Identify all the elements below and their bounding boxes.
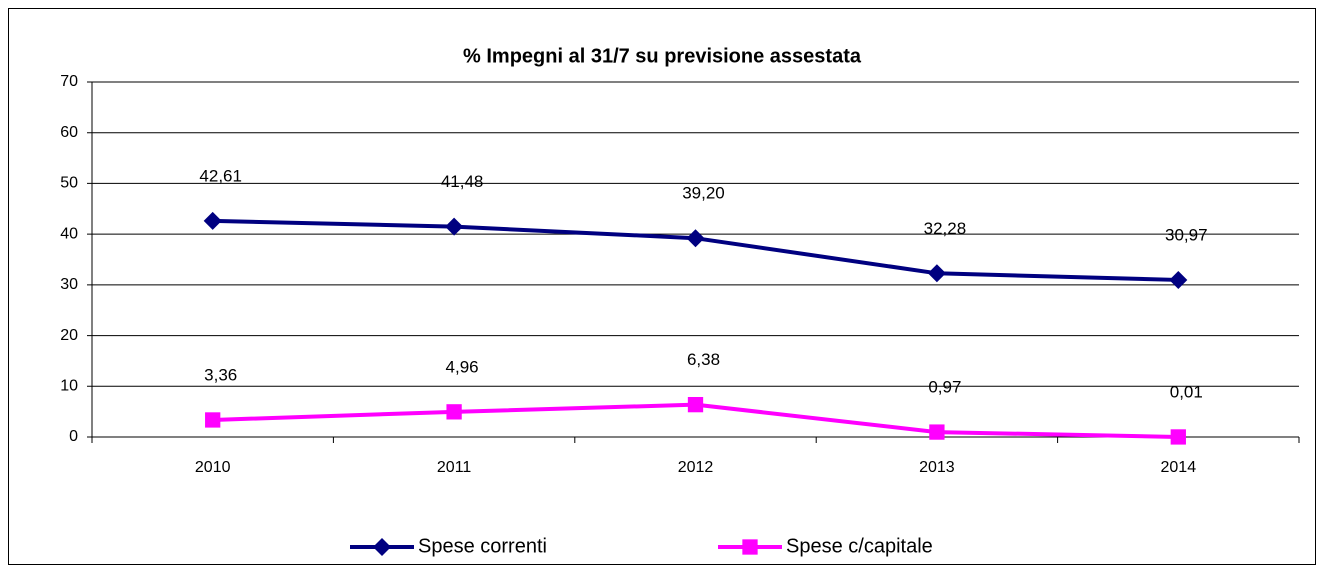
y-tick-label: 60 <box>60 124 78 141</box>
data-label: 39,20 <box>682 184 725 203</box>
legend-label: Spese c/capitale <box>786 535 933 557</box>
y-tick-label: 40 <box>60 225 78 242</box>
legend-label: Spese correnti <box>418 535 547 557</box>
y-tick-label: 10 <box>60 378 78 395</box>
data-label: 0,01 <box>1170 382 1203 401</box>
x-tick-label: 2011 <box>437 459 472 476</box>
legend-marker <box>742 539 758 555</box>
point <box>446 404 462 420</box>
y-tick-label: 0 <box>69 428 78 445</box>
data-label: 6,38 <box>687 350 720 369</box>
point <box>686 229 705 248</box>
x-tick-label: 2010 <box>195 459 231 476</box>
point <box>687 396 704 413</box>
x-tick-label: 2013 <box>919 459 955 476</box>
point <box>1170 429 1186 445</box>
point <box>929 424 945 440</box>
y-tick-label: 50 <box>60 175 78 192</box>
point <box>1169 270 1188 289</box>
point <box>203 211 222 230</box>
data-label: 3,36 <box>204 365 237 384</box>
y-tick-label: 70 <box>60 73 78 90</box>
chart-title: % Impegni al 31/7 su previsione assestat… <box>463 45 862 67</box>
data-label: 30,97 <box>1165 225 1208 244</box>
data-label: 42,61 <box>199 166 242 185</box>
y-tick-label: 20 <box>60 327 78 344</box>
data-label: 0,97 <box>928 378 961 397</box>
x-tick-label: 2012 <box>678 459 714 476</box>
point <box>927 264 946 283</box>
point <box>445 217 464 236</box>
point <box>205 412 221 428</box>
x-tick-label: 2014 <box>1161 459 1197 476</box>
y-tick-label: 30 <box>60 276 78 293</box>
legend-marker <box>373 538 391 556</box>
chart-frame <box>8 8 1316 565</box>
data-label: 41,48 <box>441 172 484 191</box>
data-label: 32,28 <box>924 219 967 238</box>
data-label: 4,96 <box>446 357 479 376</box>
